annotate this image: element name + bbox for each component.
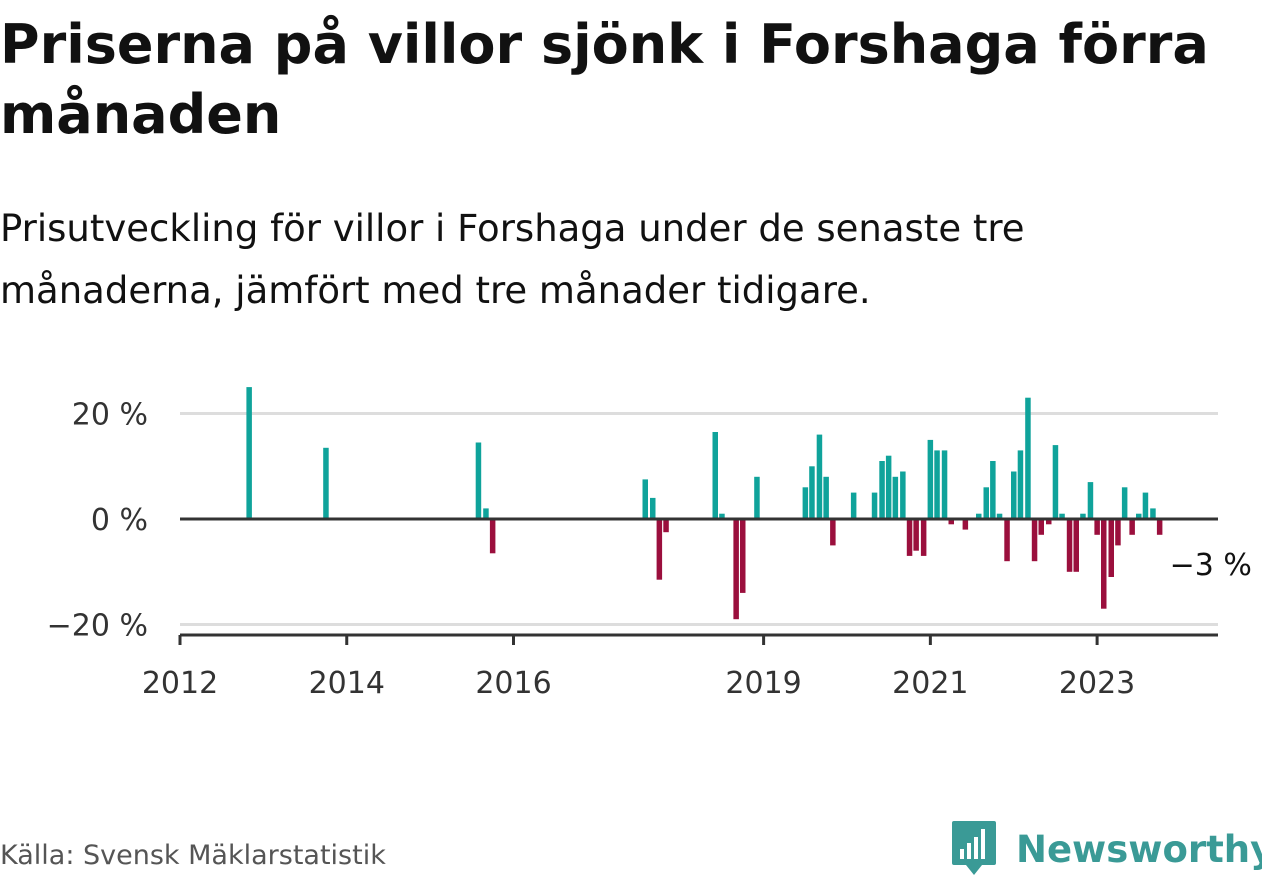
brand-name: Newsworthy (1016, 827, 1262, 871)
axes (178, 517, 1218, 645)
bar (740, 519, 746, 593)
bars (246, 387, 1163, 620)
x-tick-label: 2021 (892, 666, 968, 701)
x-tick-label: 2019 (725, 666, 801, 701)
bar (754, 476, 760, 519)
bar (475, 442, 482, 519)
x-tick-label: 2012 (142, 666, 218, 701)
bar (913, 519, 919, 551)
bar (990, 461, 996, 519)
bar (1052, 445, 1059, 519)
bar (1025, 397, 1031, 519)
y-tick-label: −20 % (47, 609, 148, 644)
bar (906, 519, 913, 556)
bar (1046, 519, 1052, 525)
bar (879, 461, 885, 519)
bar (830, 519, 836, 546)
bar (892, 476, 899, 519)
bar (1017, 450, 1024, 519)
bar (948, 519, 954, 525)
bar (733, 519, 739, 620)
bar (489, 519, 496, 554)
bar (1150, 508, 1156, 519)
newsworthy-logo-icon (952, 821, 996, 875)
x-tick-label: 2016 (475, 666, 551, 701)
bar (483, 508, 489, 519)
bar (663, 519, 669, 533)
bar (1121, 487, 1128, 519)
bar (1136, 513, 1142, 519)
bar (650, 497, 656, 519)
bar (1142, 492, 1149, 519)
source-note: Källa: Svensk Mäklarstatistik (0, 840, 386, 871)
x-tick-label: 2014 (309, 666, 385, 701)
bar (900, 471, 906, 519)
bar (1011, 471, 1017, 519)
bar (1031, 519, 1038, 562)
bar (712, 432, 718, 519)
bar (1094, 519, 1100, 535)
bar (1101, 519, 1107, 609)
bar (976, 513, 982, 519)
gridlines (180, 412, 1218, 626)
latest-value-label: −3 % (1170, 548, 1252, 583)
bar (871, 492, 878, 519)
bar (1087, 482, 1094, 519)
bar (1059, 513, 1065, 519)
bar-chart: 20 % 0 % −20 % 2012 2014 2016 2019 2021 2023 −3 % (47, 387, 1252, 702)
bar (941, 450, 948, 519)
bar (1038, 519, 1044, 535)
bar (983, 487, 989, 519)
tick-labels: 20 % 0 % −20 % 2012 2014 2016 2019 2021 2023 −3 % (47, 398, 1252, 702)
bar (1073, 519, 1079, 572)
bar (1156, 519, 1163, 535)
bar (1108, 519, 1114, 577)
chart-subtitle: Prisutveckling för villor i Forshaga und… (0, 207, 1025, 312)
y-tick-label: 0 % (91, 503, 148, 538)
bar (719, 513, 725, 519)
bar (823, 476, 829, 519)
bar (885, 455, 892, 519)
bar (996, 513, 1003, 519)
bar (1066, 519, 1073, 572)
bar (1004, 519, 1010, 562)
bar (1080, 513, 1086, 519)
bar (656, 519, 663, 580)
bar (934, 450, 940, 519)
bar (920, 519, 927, 556)
bar (323, 447, 329, 519)
bar (927, 439, 934, 519)
brand-logo[interactable]: Newsworthy (950, 818, 1262, 880)
bar (642, 479, 648, 519)
bar (850, 492, 857, 519)
bar (962, 519, 969, 530)
bar (802, 487, 809, 519)
bar (816, 434, 823, 519)
chart-title: Priserna på villor sjönk i Forshaga förr… (0, 13, 1209, 146)
bar (1129, 519, 1135, 535)
y-tick-label: 20 % (72, 398, 148, 433)
bar (1115, 519, 1121, 546)
x-tick-label: 2023 (1059, 666, 1135, 701)
bar (246, 387, 252, 519)
bar (809, 466, 815, 520)
